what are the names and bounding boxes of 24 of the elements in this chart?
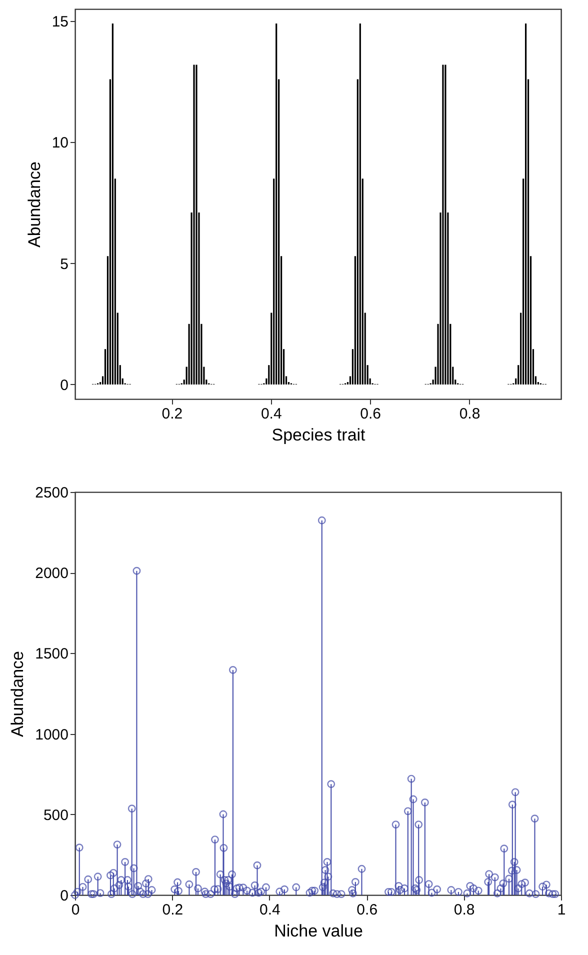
- y-axis-title: Abundance: [8, 650, 28, 738]
- x-tick-label: 0.2: [162, 902, 184, 918]
- x-tick-label: 0.8: [459, 406, 480, 422]
- y-tick-label: 2000: [35, 565, 68, 582]
- x-axis-title: Species trait: [272, 426, 366, 444]
- y-axis-title: Abundance: [24, 161, 44, 248]
- x-tick-label: 0.4: [260, 406, 282, 422]
- x-tick-label: 0.6: [360, 406, 381, 422]
- y-tick-label: 1000: [35, 726, 68, 744]
- y-tick-label: 1500: [35, 646, 68, 663]
- y-tick-label: 2500: [35, 484, 68, 502]
- x-tick-label: 0.2: [162, 406, 183, 422]
- y-tick-label: 0: [60, 376, 68, 394]
- x-tick-label: 1: [557, 902, 566, 918]
- y-tick-label: 15: [52, 14, 68, 31]
- x-tick-label: 0.6: [356, 902, 378, 918]
- x-tick-label: 0: [71, 902, 80, 918]
- y-tick-label: 5: [60, 256, 68, 273]
- x-tick-label: 0.4: [259, 902, 280, 918]
- y-tick-label: 0: [60, 888, 68, 904]
- x-tick-label: 0.8: [454, 902, 475, 918]
- x-axis-title: Niche value: [274, 922, 363, 940]
- y-tick-label: 500: [43, 806, 68, 824]
- y-tick-label: 10: [52, 134, 68, 152]
